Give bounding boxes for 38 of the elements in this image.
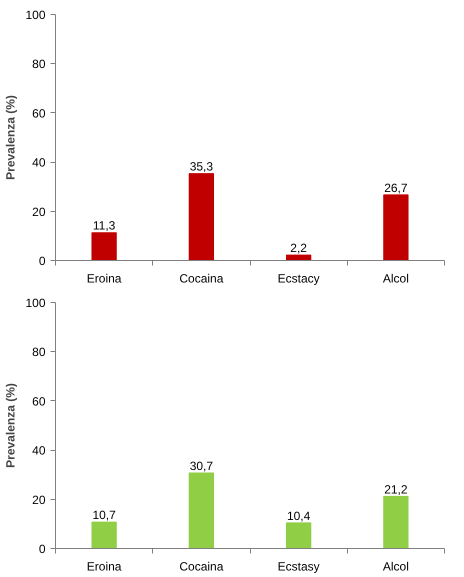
x-tick-label: Alcol xyxy=(382,272,409,286)
y-axis-title: Prevalenza (%) xyxy=(3,95,18,180)
x-tick-label: Cocaina xyxy=(179,560,224,574)
bar xyxy=(188,173,214,260)
bar xyxy=(91,522,117,548)
y-tick-label: 80 xyxy=(32,57,46,72)
x-tick-label: Eroina xyxy=(86,272,122,286)
bar xyxy=(286,254,312,260)
y-tick-label: 60 xyxy=(32,106,46,120)
x-tick-label: Ecstasy xyxy=(278,560,320,574)
y-tick-label: 100 xyxy=(25,8,46,22)
bar xyxy=(383,496,409,548)
y-tick-label: 60 xyxy=(32,394,46,408)
data-label: 11,3 xyxy=(92,218,116,233)
data-label: 21,2 xyxy=(384,482,408,496)
y-tick-label: 20 xyxy=(32,492,46,507)
bar xyxy=(91,232,117,260)
y-tick-label: 0 xyxy=(38,542,46,556)
x-tick-label: Eroina xyxy=(86,560,122,574)
y-tick-label: 0 xyxy=(38,254,46,268)
data-label: 2,2 xyxy=(290,241,308,256)
y-tick-label: 20 xyxy=(32,204,46,219)
y-tick-label: 40 xyxy=(32,156,46,170)
x-tick-label: Alcol xyxy=(382,560,409,574)
y-tick-label: 80 xyxy=(32,345,46,360)
x-tick-label: Cocaina xyxy=(179,272,224,286)
data-label: 26,7 xyxy=(384,180,408,195)
data-label: 10,7 xyxy=(92,508,116,522)
bar xyxy=(286,522,312,548)
data-label: 10,4 xyxy=(286,508,311,523)
bar xyxy=(383,194,409,260)
x-tick-label: Ecstacy xyxy=(278,272,320,286)
y-axis-title: Prevalenza (%) xyxy=(3,383,18,468)
data-label: 35,3 xyxy=(190,160,214,174)
data-label: 30,7 xyxy=(190,458,214,473)
y-tick-label: 100 xyxy=(25,296,46,310)
y-tick-label: 40 xyxy=(32,444,46,458)
bar xyxy=(188,472,214,548)
